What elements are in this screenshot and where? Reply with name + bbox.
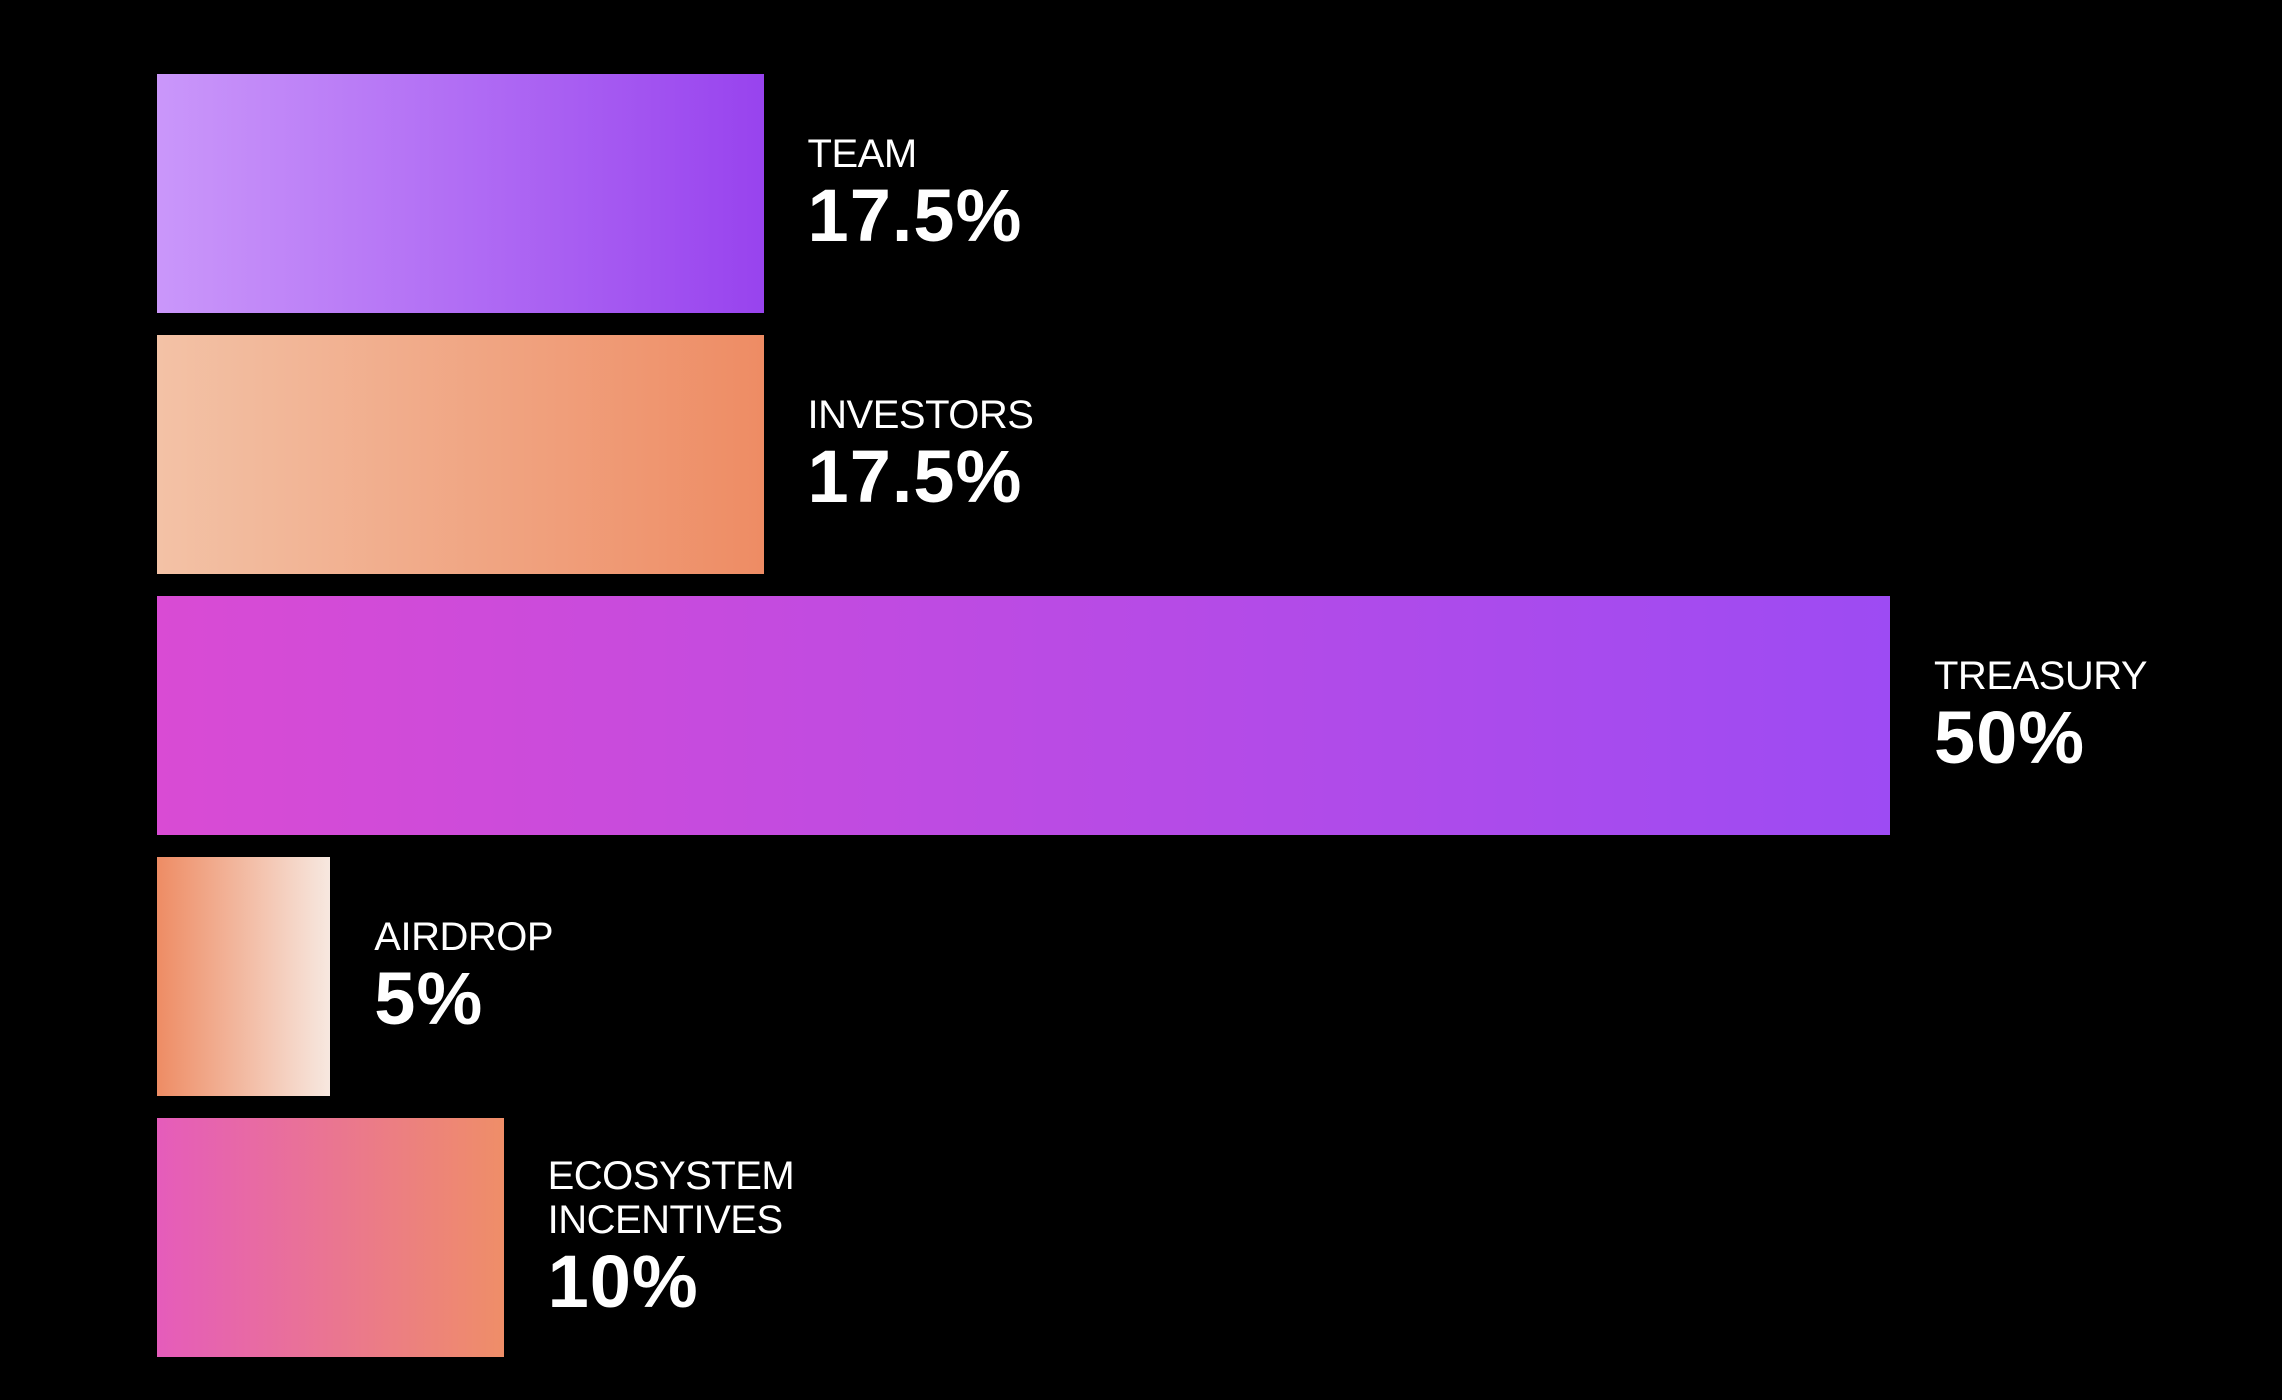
bar xyxy=(157,335,764,574)
bar xyxy=(157,74,764,313)
bar-label: AIRDROP 5% xyxy=(374,857,553,1096)
category-label: TREASURY xyxy=(1934,653,2148,698)
bar xyxy=(157,857,331,1096)
value-label: 17.5% xyxy=(807,173,1023,257)
bar-label: INVESTORS 17.5% xyxy=(808,335,1034,574)
bar-label: TEAM 17.5% xyxy=(808,74,1023,313)
bar xyxy=(157,1118,504,1357)
category-label: ECOSYSTEM INCENTIVES xyxy=(547,1153,795,1242)
category-label: TEAM xyxy=(807,131,918,176)
value-label: 50% xyxy=(1934,695,2086,779)
bar xyxy=(157,596,1890,835)
value-label: 10% xyxy=(547,1239,699,1323)
bar-label: TREASURY 50% xyxy=(1934,596,2148,835)
bar-label: ECOSYSTEM INCENTIVES 10% xyxy=(548,1118,795,1357)
value-label: 5% xyxy=(374,956,484,1040)
value-label: 17.5% xyxy=(807,434,1023,518)
category-label: INVESTORS xyxy=(807,392,1034,437)
category-label: AIRDROP xyxy=(374,914,554,959)
